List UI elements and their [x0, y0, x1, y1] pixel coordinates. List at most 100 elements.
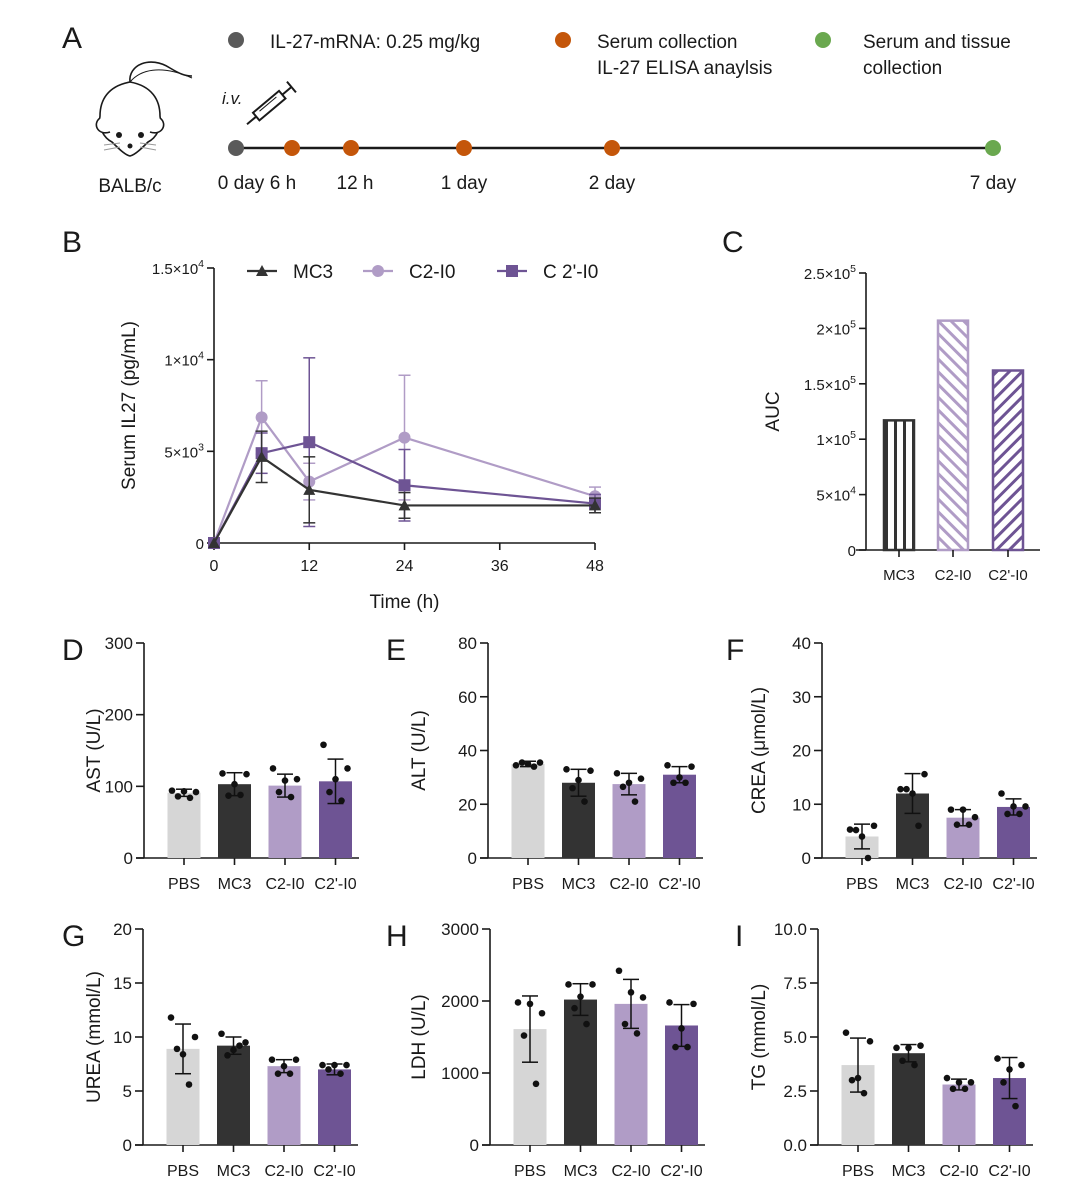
legend-marker-icon — [372, 265, 384, 277]
x-tick-label: 48 — [586, 558, 604, 575]
bar-mc3 — [218, 784, 251, 858]
bar-c2-i0 — [267, 1066, 301, 1145]
series-mc3 — [208, 430, 601, 548]
y-tick-label: 5×103 — [164, 441, 204, 461]
legend-serum-dot-icon — [555, 32, 571, 48]
x-tick-label: 0 — [210, 558, 219, 575]
data-point — [860, 1089, 868, 1097]
data-point — [520, 1032, 528, 1039]
legend-serum-label-2: IL-27 ELISA anaylsis — [597, 58, 772, 79]
data-point — [242, 1039, 249, 1046]
panel-d: D 0 100 200 300 AST (U/L) PBS MC3 C2-I0 C2'-I0 — [62, 634, 359, 893]
y-tick-label: 10 — [792, 795, 811, 814]
data-point — [998, 790, 1005, 797]
data-point — [255, 450, 268, 462]
x-tick-label: MC3 — [564, 1163, 598, 1180]
y-tick-label: 200 — [105, 706, 133, 725]
data-point — [565, 981, 572, 988]
y-tick-label: 5×104 — [816, 485, 856, 505]
data-point — [633, 1030, 641, 1037]
data-point — [581, 798, 588, 805]
data-point — [959, 806, 967, 813]
y-tick-label: 0 — [470, 1136, 479, 1155]
y-tick-label: 300 — [105, 634, 133, 653]
data-point — [303, 436, 316, 449]
data-point — [303, 483, 316, 495]
panel-i: I 0.0 2.5 5.0 7.5 10.0 TG (mmol/L) PBS MC3 C2-I0 C… — [735, 920, 1033, 1180]
y-tick-label: 0 — [848, 543, 856, 560]
panel-letter-f: F — [726, 634, 744, 667]
data-point — [965, 821, 973, 828]
panel-e: E 0 20 40 60 80 ALT (U/L) PBS MC3 C2-I0 C2'-I0 — [386, 634, 703, 893]
y-tick-label: 2×105 — [816, 318, 856, 338]
y-tick-label: 1×105 — [816, 429, 856, 449]
data-point — [587, 767, 594, 774]
data-point — [320, 741, 327, 749]
data-point — [338, 797, 345, 804]
data-point — [915, 822, 922, 830]
data-point — [870, 822, 878, 830]
x-tick-label: C2'-I0 — [988, 567, 1028, 584]
y-tick-label: 5 — [123, 1082, 132, 1101]
timeline-label: 12 h — [337, 173, 374, 194]
y-axis-label: AUC — [763, 391, 784, 431]
x-tick-label: C2-I0 — [609, 876, 648, 893]
data-point — [627, 989, 635, 996]
data-point — [326, 788, 333, 796]
data-point — [967, 1079, 975, 1086]
y-tick-label: 7.5 — [783, 974, 807, 993]
data-point — [518, 759, 526, 766]
data-point — [625, 779, 633, 787]
y-axis-label: LDH (U/L) — [409, 994, 430, 1080]
data-point — [563, 766, 570, 773]
x-tick-label: C2-I0 — [611, 1163, 650, 1180]
legend-serum-label-1: Serum collection — [597, 32, 737, 53]
data-point — [185, 1081, 193, 1088]
x-axis-label: Time (h) — [369, 592, 439, 613]
x-tick-label: PBS — [514, 1163, 546, 1180]
data-point — [286, 1070, 294, 1078]
legend-marker-icon — [256, 265, 268, 276]
y-tick-label: 0 — [468, 849, 477, 868]
y-axis-label: AST (U/L) — [84, 708, 105, 792]
y-tick-label: 1000 — [441, 1064, 479, 1083]
y-tick-label: 0 — [802, 849, 811, 868]
legend-marker-icon — [506, 265, 518, 277]
data-point — [274, 1070, 282, 1078]
data-point — [899, 1057, 906, 1065]
bar-mc3 — [882, 419, 916, 552]
strain-label: BALB/c — [98, 176, 161, 197]
data-point — [231, 780, 238, 788]
y-tick-label: 2000 — [441, 992, 479, 1011]
bar-c2-i0 — [942, 1084, 976, 1145]
x-tick-label: MC3 — [562, 876, 596, 893]
data-point — [575, 776, 582, 784]
mouse-icon — [95, 61, 193, 157]
data-point — [268, 1056, 276, 1063]
data-point — [903, 785, 910, 793]
data-point — [949, 1085, 957, 1093]
data-point — [864, 854, 872, 862]
timeline-dot-icon — [604, 140, 620, 156]
y-tick-label: 40 — [458, 742, 477, 761]
data-point — [639, 994, 647, 1001]
data-point — [179, 1050, 187, 1058]
data-point — [905, 1044, 912, 1052]
data-point — [852, 826, 860, 834]
data-point — [208, 537, 220, 548]
x-tick-label: 24 — [396, 558, 414, 575]
data-point — [526, 1000, 534, 1008]
data-point — [676, 774, 683, 781]
legend-tissue-label-2: collection — [863, 58, 942, 79]
panel-letter-d: D — [62, 634, 84, 667]
data-point — [325, 1066, 332, 1073]
bar-c2p-i0 — [991, 369, 1025, 552]
data-point — [583, 1020, 590, 1028]
data-point — [971, 813, 979, 821]
data-point — [961, 1085, 969, 1093]
y-tick-label: 30 — [792, 688, 811, 707]
y-tick-label: 1.5×104 — [152, 258, 204, 278]
timeline-dot-icon — [456, 140, 472, 156]
data-point — [218, 1030, 225, 1038]
